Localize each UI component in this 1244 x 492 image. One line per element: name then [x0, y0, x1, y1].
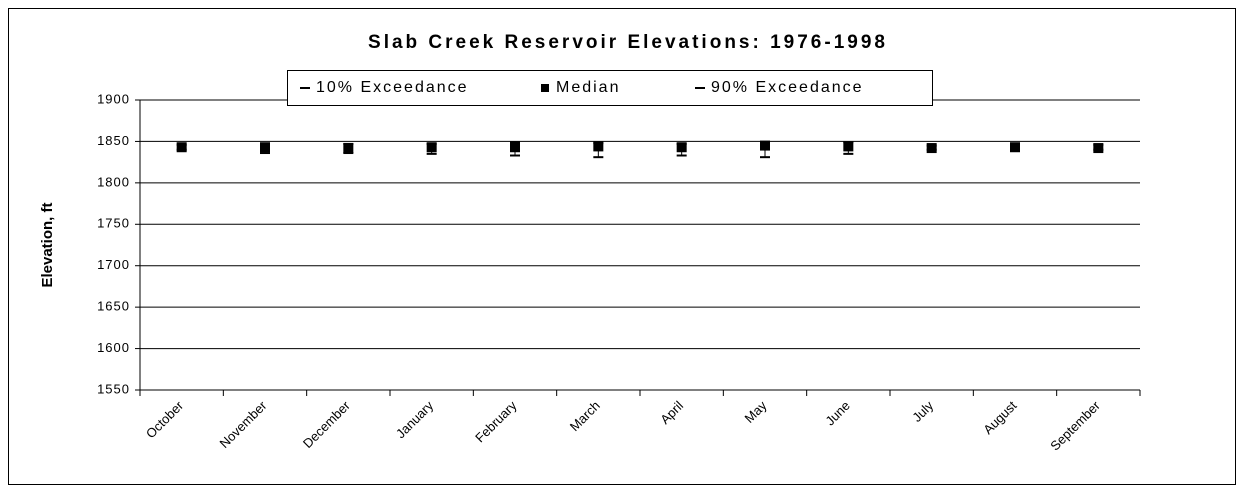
legend-label: 10% Exceedance — [316, 79, 469, 96]
median-marker — [176, 142, 187, 153]
median-marker — [260, 142, 270, 153]
legend-swatch — [541, 84, 549, 92]
chart-title: Slab Creek Reservoir Elevations: 1976-19… — [368, 32, 888, 53]
median-marker — [760, 140, 770, 151]
legend-label: 90% Exceedance — [711, 79, 864, 96]
median-marker — [1010, 142, 1020, 153]
legend-label: Median — [556, 79, 620, 96]
median-marker — [343, 143, 354, 154]
median-marker — [426, 142, 437, 153]
median-marker — [676, 142, 687, 153]
y-tick-label: 1900 — [97, 91, 130, 106]
median-marker — [510, 142, 520, 153]
y-tick-label: 1600 — [97, 340, 130, 355]
legend-box — [287, 70, 933, 106]
median-marker — [1093, 143, 1104, 154]
median-marker — [926, 143, 937, 154]
y-tick-label: 1750 — [97, 216, 130, 231]
y-axis-label: Elevation, ft — [39, 202, 56, 287]
y-tick-label: 1650 — [97, 299, 130, 314]
y-tick-label: 1700 — [97, 257, 130, 272]
median-marker — [843, 141, 854, 152]
y-tick-label: 1550 — [97, 381, 130, 396]
y-tick-label: 1850 — [97, 133, 130, 148]
y-tick-label: 1800 — [97, 174, 130, 189]
median-marker — [593, 141, 604, 152]
